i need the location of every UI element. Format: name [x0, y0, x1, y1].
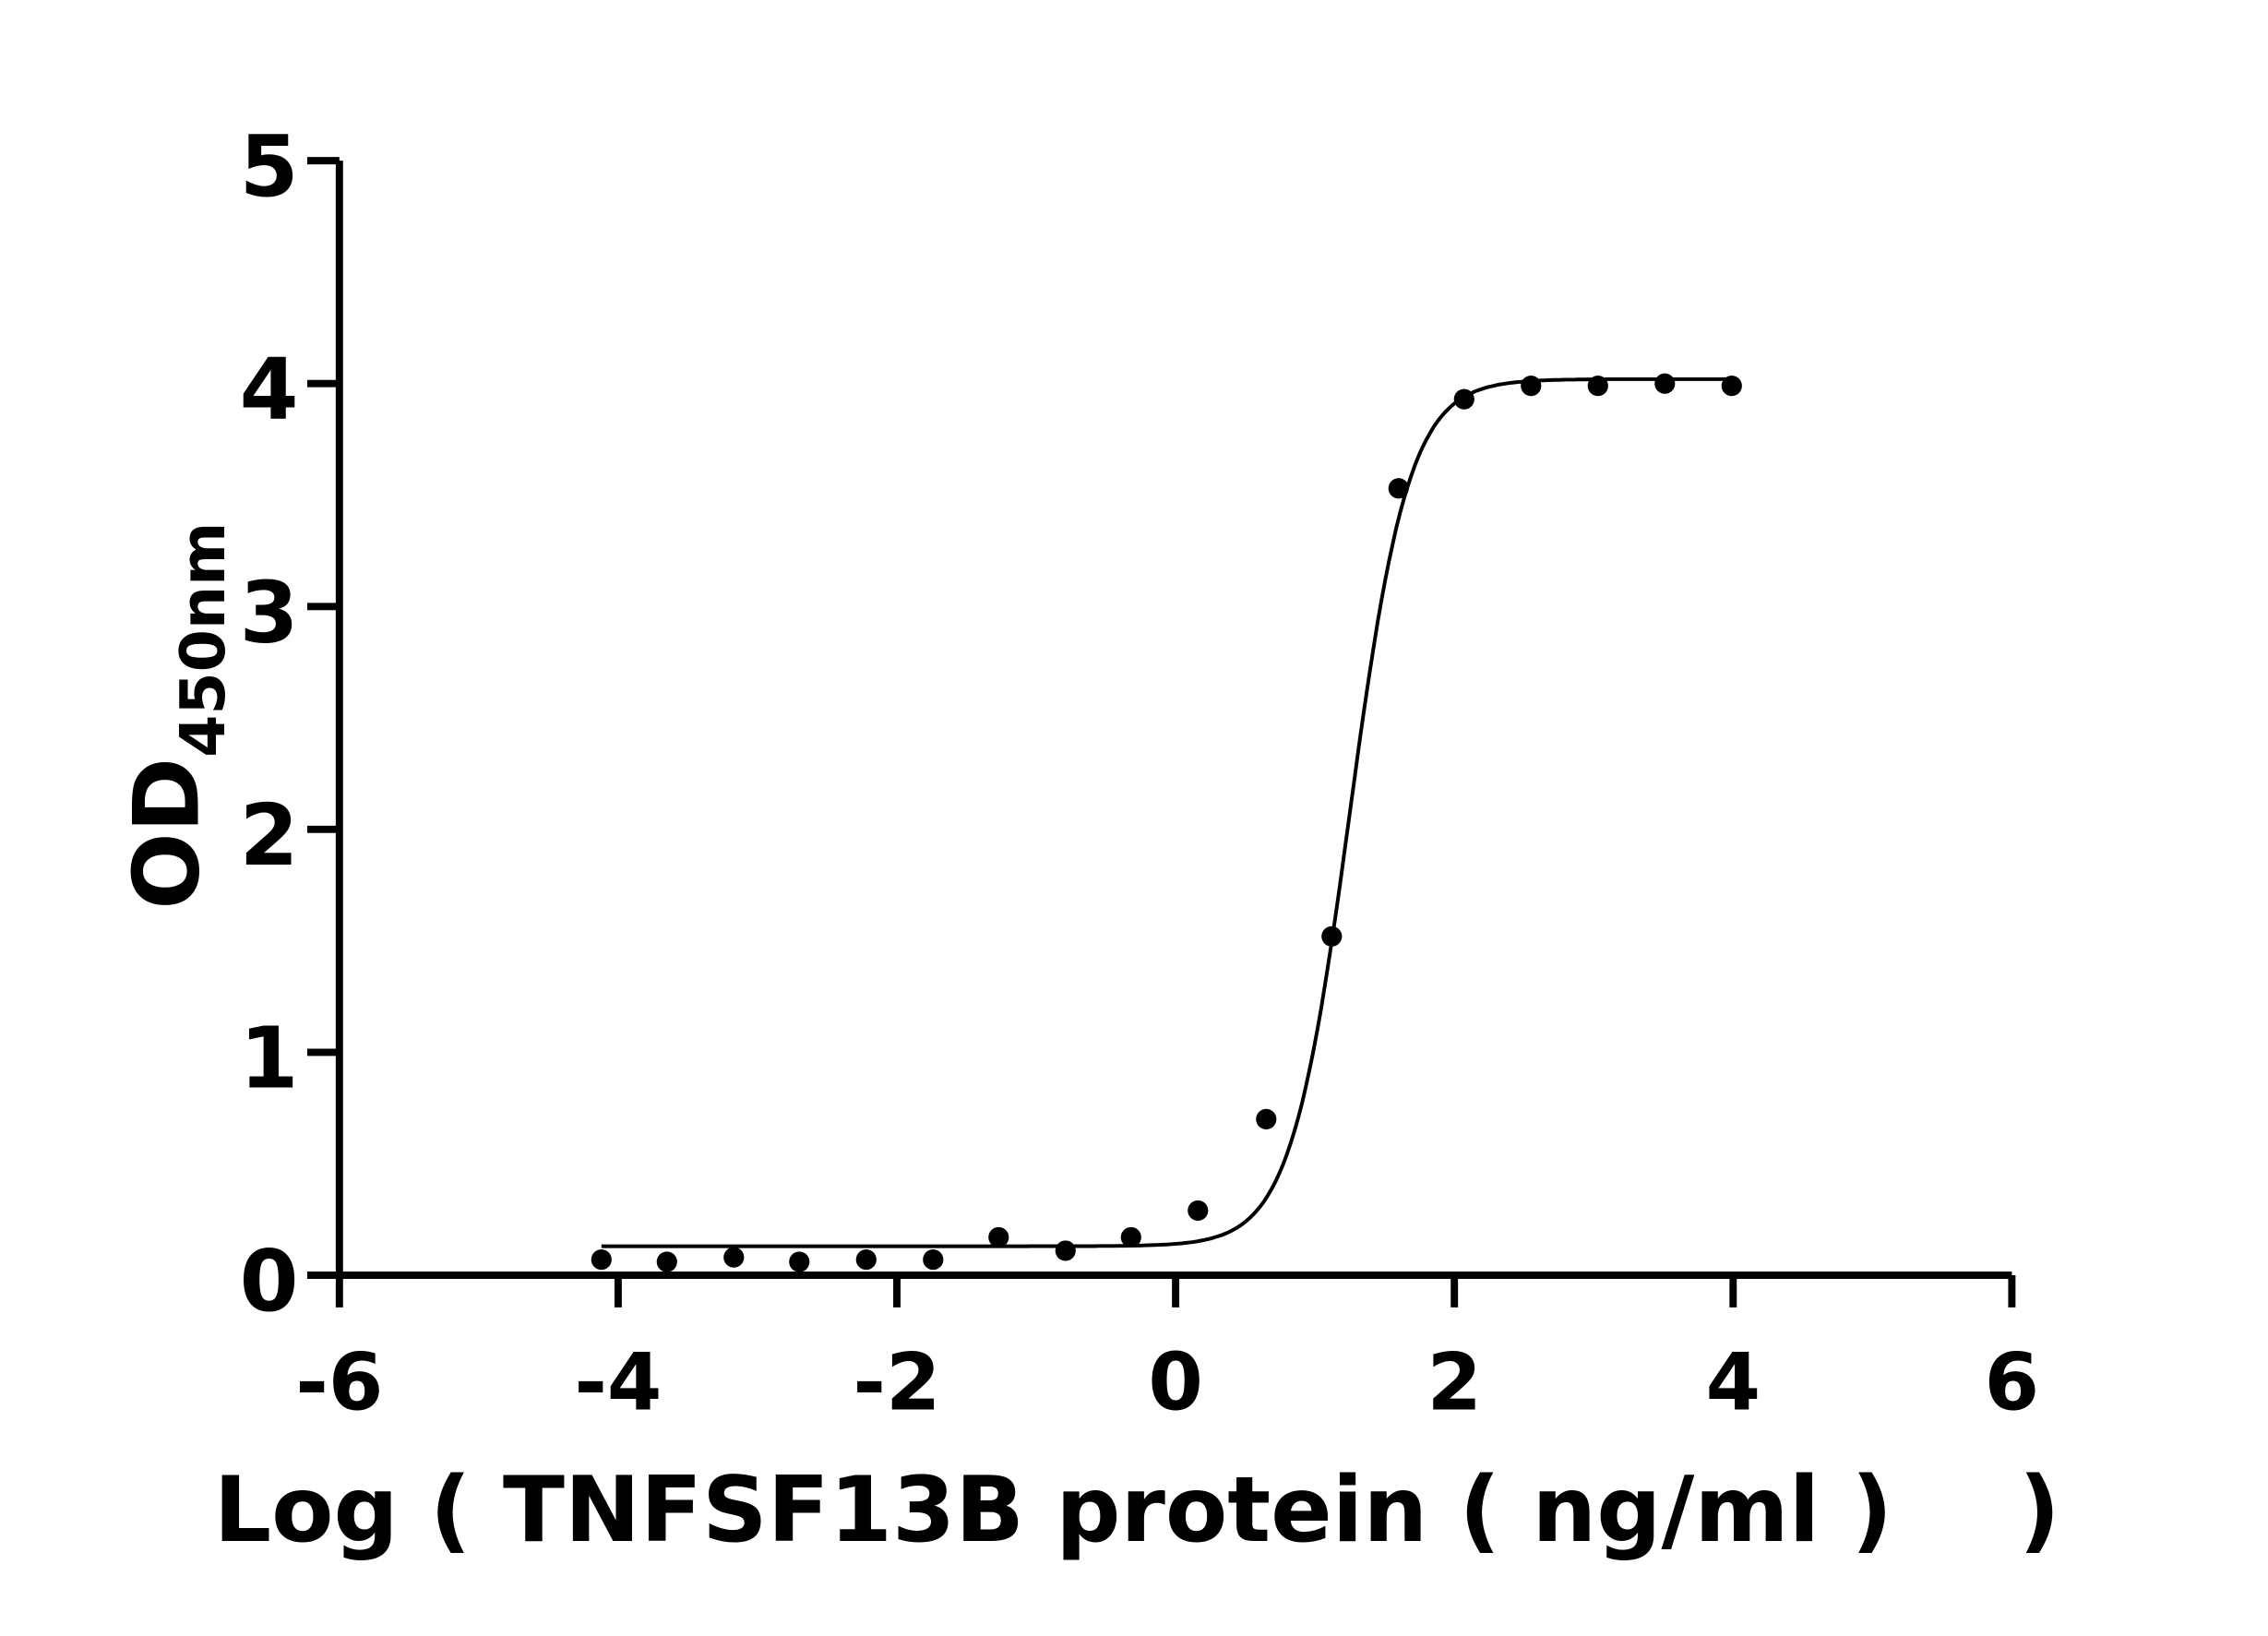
ticks: -6 -4 -2 0 2 4 6 0 1 2 3 4 5	[240, 117, 2040, 1429]
data-point	[1256, 1108, 1277, 1129]
x-tick-label: -4	[574, 1338, 662, 1429]
data-point	[656, 1251, 677, 1272]
data-point	[723, 1247, 745, 1268]
x-tick-label: 4	[1706, 1338, 1761, 1429]
y-tick-label: 1	[240, 1009, 299, 1107]
x-axis-label: Log ( TNFSF13B protein ( ng/ml ) )	[214, 1458, 2060, 1563]
x-tick-label: 2	[1426, 1338, 1481, 1429]
data-point	[855, 1248, 877, 1271]
data-point	[1120, 1226, 1141, 1248]
data-point	[1721, 376, 1742, 397]
axes	[335, 161, 2012, 1279]
y-tick-label: 5	[240, 117, 299, 216]
fit-curve-layer	[601, 376, 1732, 1248]
data-point	[789, 1251, 810, 1272]
x-tick-label: 6	[1985, 1338, 2039, 1429]
points-layer	[591, 373, 1742, 1272]
x-tick-label: -6	[295, 1338, 383, 1429]
y-axis-label-main: OD	[114, 758, 220, 910]
svg-text:OD450nm: OD450nm	[114, 522, 238, 910]
x-tick-label: -2	[853, 1338, 941, 1429]
data-point	[923, 1248, 944, 1271]
data-point	[1521, 376, 1542, 397]
y-axis-label-sub: 450nm	[167, 522, 239, 758]
x-tick-label: 0	[1148, 1338, 1202, 1429]
data-point	[1388, 478, 1409, 499]
y-tick-label: 4	[240, 340, 299, 439]
data-point	[1654, 373, 1676, 394]
y-tick-label: 3	[240, 563, 299, 662]
y-tick-label: 0	[240, 1232, 299, 1331]
data-point	[1188, 1200, 1209, 1222]
fit-curve	[601, 376, 1732, 1248]
data-point	[1055, 1240, 1076, 1261]
data-point	[1321, 925, 1343, 947]
data-point	[1587, 376, 1608, 397]
y-tick-label: 2	[240, 786, 299, 885]
data-point	[1453, 388, 1474, 410]
data-point	[591, 1248, 612, 1271]
y-axis-label: OD450nm	[114, 522, 238, 910]
data-point	[988, 1226, 1009, 1248]
